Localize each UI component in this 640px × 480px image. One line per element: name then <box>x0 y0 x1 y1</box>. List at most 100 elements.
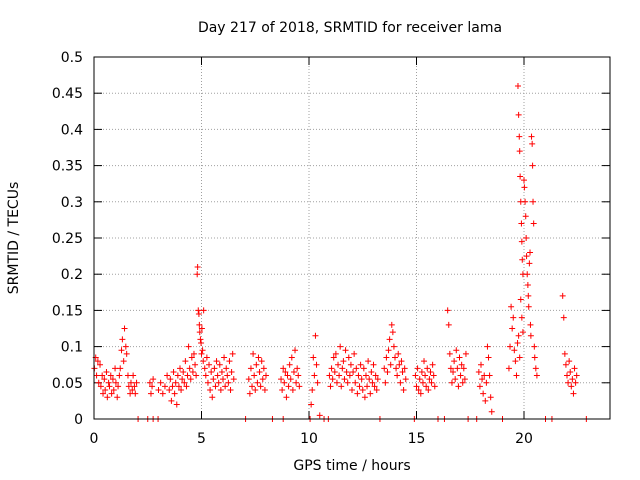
data-point <box>204 379 211 386</box>
data-point <box>573 372 580 379</box>
data-point <box>198 350 205 357</box>
data-point <box>414 365 421 372</box>
data-point <box>108 390 115 397</box>
data-point <box>174 372 181 379</box>
data-point <box>421 358 428 365</box>
data-point <box>401 365 408 372</box>
data-point <box>367 390 374 397</box>
data-point <box>333 379 340 386</box>
data-point <box>212 383 219 390</box>
data-point <box>285 383 292 390</box>
data-point <box>395 350 402 357</box>
data-point <box>482 397 489 404</box>
data-point <box>105 379 112 386</box>
data-point <box>290 368 297 375</box>
data-point <box>525 303 532 310</box>
x-tick-label: 5 <box>197 431 206 447</box>
data-point <box>479 376 486 383</box>
data-point <box>561 350 568 357</box>
data-point <box>293 379 300 386</box>
data-point <box>286 361 293 368</box>
data-point <box>529 162 536 169</box>
data-point <box>460 365 467 372</box>
data-point <box>227 387 234 394</box>
data-point <box>263 372 269 379</box>
data-point <box>185 343 192 350</box>
data-point <box>361 394 368 401</box>
data-point <box>524 282 531 289</box>
data-point <box>229 350 236 357</box>
data-point <box>533 372 540 379</box>
data-point <box>515 332 522 339</box>
data-point <box>451 358 458 365</box>
data-point <box>166 387 173 394</box>
data-point <box>292 347 299 354</box>
data-point <box>101 376 108 383</box>
data-point <box>294 365 301 372</box>
data-point <box>521 177 527 184</box>
data-point <box>388 321 395 328</box>
data-point <box>254 379 261 386</box>
data-point <box>114 394 121 401</box>
data-point <box>350 368 357 375</box>
data-point <box>284 372 291 379</box>
data-point <box>251 372 258 379</box>
y-tick-label: 0.2 <box>61 267 83 283</box>
data-point <box>519 329 526 336</box>
data-point <box>257 383 264 390</box>
data-point <box>210 376 217 383</box>
data-point <box>430 372 437 379</box>
data-point <box>95 379 102 386</box>
data-point <box>198 339 205 346</box>
data-point <box>431 383 438 390</box>
data-point <box>228 368 235 375</box>
data-point <box>347 361 354 368</box>
data-point <box>572 379 579 386</box>
data-point <box>282 368 289 375</box>
data-point <box>200 307 207 314</box>
data-point <box>392 354 398 361</box>
data-point <box>209 394 216 401</box>
data-point <box>527 332 534 339</box>
data-point <box>529 140 536 147</box>
data-point <box>261 387 268 394</box>
data-point <box>129 387 136 394</box>
data-point <box>523 253 530 260</box>
data-point <box>514 82 521 89</box>
data-point <box>103 368 110 375</box>
data-point <box>337 343 344 350</box>
data-point <box>528 133 535 140</box>
data-point <box>415 387 422 394</box>
data-point <box>335 361 342 368</box>
data-point <box>505 365 512 372</box>
data-point <box>216 361 223 368</box>
data-point <box>124 372 131 379</box>
data-point <box>422 372 429 379</box>
data-point <box>385 347 392 354</box>
data-point <box>195 307 202 314</box>
data-point <box>571 365 578 372</box>
data-point <box>314 379 321 386</box>
data-point <box>281 379 288 386</box>
y-axis-label: SRMTID / TECUs <box>6 182 22 295</box>
data-point <box>259 376 266 383</box>
data-point <box>109 376 116 383</box>
data-point <box>194 271 201 278</box>
data-point <box>121 325 128 332</box>
data-point <box>461 376 468 383</box>
data-point <box>511 347 518 354</box>
data-point <box>508 303 515 310</box>
data-point <box>132 390 139 397</box>
data-point <box>416 376 423 383</box>
data-point <box>355 372 362 379</box>
data-point <box>171 390 178 397</box>
data-point <box>517 296 524 303</box>
data-point <box>476 383 483 390</box>
data-point <box>444 307 451 314</box>
data-point <box>525 292 532 299</box>
data-point <box>372 372 379 379</box>
data-point <box>287 376 294 383</box>
data-point <box>570 390 577 397</box>
data-point <box>383 354 390 361</box>
